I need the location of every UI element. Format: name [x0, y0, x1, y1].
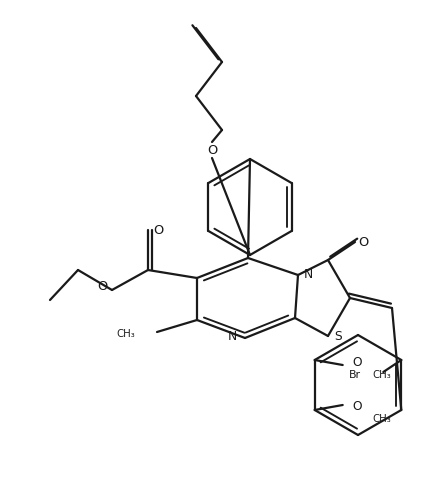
Text: O: O: [352, 401, 362, 414]
Text: N: N: [304, 268, 313, 281]
Text: CH₃: CH₃: [373, 370, 391, 380]
Text: N: N: [228, 330, 237, 343]
Text: Br: Br: [349, 370, 361, 380]
Text: S: S: [334, 330, 342, 343]
Text: O: O: [153, 224, 163, 237]
Text: O: O: [358, 236, 368, 249]
Text: O: O: [352, 357, 362, 370]
Text: O: O: [207, 144, 217, 157]
Text: CH₃: CH₃: [116, 329, 135, 339]
Text: CH₃: CH₃: [373, 414, 391, 424]
Text: O: O: [98, 281, 108, 294]
